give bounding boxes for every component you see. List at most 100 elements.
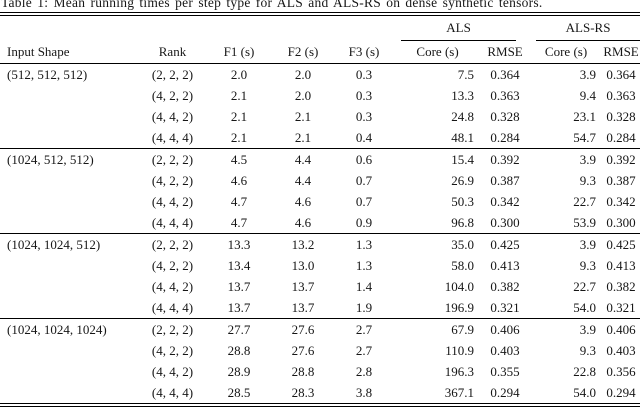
alsrs-core-cell: 3.9 [579,237,597,252]
als-rmse-cell: 0.294 [490,385,520,400]
alsrs-core-cell: 3.9 [579,67,597,82]
input-shape-cell: (1024, 512, 512) [7,152,94,167]
f2-cell: 2.0 [294,88,312,103]
f1-cell: 13.7 [227,300,251,315]
f2-cell: 2.1 [294,130,312,145]
als-rmse-cell: 0.413 [490,258,520,273]
table-row: (1024, 1024, 512) (2, 2, 2) 13.3 13.2 1.3 35.… [0,234,640,256]
f3-cell: 1.9 [355,300,373,315]
f3-cell: 0.3 [355,88,373,103]
table-row: (4, 4, 2) 28.9 28.8 2.8 196.3 0.355 22.8 0.356 [0,361,640,382]
f2-cell: 28.8 [291,364,315,379]
alsrs-rmse-cell: 0.328 [606,109,636,124]
rank-cell: (2, 2, 2) [151,67,194,82]
f2-cell: 4.4 [294,152,312,167]
tensor-block: (1024, 512, 512) (2, 2, 2) 4.5 4.4 0.6 15.4 0.… [0,148,640,234]
alsrs-rmse-cell: 0.403 [606,343,636,358]
als-core-cell: 35.0 [451,237,475,252]
alsrs-core-cell: 22.8 [573,364,597,379]
group-label-als-rs: ALS-RS [536,19,640,41]
f1-cell: 4.7 [230,194,248,209]
f3-cell: 1.4 [355,279,373,294]
f1-cell: 4.6 [230,173,248,188]
alsrs-core-cell: 22.7 [573,279,597,294]
f3-cell: 0.7 [355,194,373,209]
f3-cell: 1.3 [355,237,373,252]
als-rmse-cell: 0.403 [490,343,520,358]
input-shape-cell: (1024, 1024, 1024) [7,322,107,337]
alsrs-core-cell: 3.9 [579,322,597,337]
table-row: (4, 2, 2) 2.1 2.0 0.3 13.3 0.363 9.4 0.363 [0,85,640,106]
f2-cell: 2.0 [294,67,312,82]
table-row: (4, 2, 2) 13.4 13.0 1.3 58.0 0.413 9.3 0.413 [0,255,640,276]
alsrs-rmse-cell: 0.300 [606,215,636,230]
rank-cell: (4, 4, 4) [151,215,194,230]
alsrs-core-cell: 23.1 [573,109,597,124]
col-header-f3: F3 (s) [333,41,396,64]
f1-cell: 2.1 [230,130,248,145]
f2-cell: 28.3 [291,385,315,400]
alsrs-core-cell: 9.4 [579,88,597,103]
alsrs-core-cell: 54.0 [573,300,597,315]
col-header-rank: Rank [140,41,205,64]
group-header-als-rs: ALS-RS [530,16,640,41]
rank-cell: (4, 4, 2) [151,279,194,294]
f3-cell: 0.3 [355,109,373,124]
col-header-als-core: Core (s) [395,41,481,64]
f3-cell: 0.9 [355,215,373,230]
als-rmse-cell: 0.321 [490,300,520,315]
tensor-block: (512, 512, 512) (2, 2, 2) 2.0 2.0 0.3 7.5 0.36… [0,63,640,149]
table-row: (4, 4, 4) 13.7 13.7 1.9 196.9 0.321 54.0 0.321 [0,297,640,319]
als-rmse-cell: 0.392 [490,152,520,167]
f3-cell: 2.8 [355,364,373,379]
rank-cell: (4, 2, 2) [151,258,194,273]
als-core-cell: 13.3 [451,88,475,103]
column-header-row: Input Shape Rank F1 (s) F2 (s) F3 (s) Co… [0,41,640,64]
f2-cell: 27.6 [291,322,315,337]
f1-cell: 2.0 [230,67,248,82]
rank-cell: (4, 2, 2) [151,343,194,358]
als-core-cell: 24.8 [451,109,475,124]
f2-cell: 13.7 [291,300,315,315]
als-rmse-cell: 0.355 [490,364,520,379]
als-core-cell: 196.3 [444,364,475,379]
f1-cell: 28.9 [227,364,251,379]
alsrs-rmse-cell: 0.321 [606,300,636,315]
col-header-als-rmse: RMSE [480,41,531,64]
alsrs-rmse-cell: 0.406 [606,322,636,337]
als-core-cell: 110.9 [445,343,475,358]
col-header-f1: F1 (s) [205,41,273,64]
f1-cell: 13.3 [227,237,251,252]
als-rmse-cell: 0.406 [490,322,520,337]
col-header-alsrs-rmse: RMSE [602,41,640,64]
rank-cell: (4, 4, 2) [151,194,194,209]
f2-cell: 2.1 [294,109,312,124]
table-row: (4, 4, 2) 4.7 4.6 0.7 50.3 0.342 22.7 0.342 [0,191,640,212]
alsrs-core-cell: 54.0 [573,385,597,400]
als-core-cell: 196.9 [444,300,475,315]
f2-cell: 13.0 [291,258,315,273]
table-row: (512, 512, 512) (2, 2, 2) 2.0 2.0 0.3 7.5 0.36… [0,64,640,86]
alsrs-rmse-cell: 0.364 [606,67,636,82]
als-core-cell: 26.9 [451,173,475,188]
als-core-cell: 104.0 [444,279,475,294]
alsrs-rmse-cell: 0.382 [606,279,636,294]
als-rmse-cell: 0.425 [490,237,520,252]
f1-cell: 4.7 [230,215,248,230]
f2-cell: 13.2 [291,237,315,252]
input-shape-cell: (512, 512, 512) [7,67,88,82]
group-header-row: ALS ALS-RS [0,16,640,41]
f2-cell: 4.6 [294,215,312,230]
f2-cell: 4.4 [294,173,312,188]
als-rmse-cell: 0.387 [490,173,520,188]
alsrs-rmse-cell: 0.392 [606,152,636,167]
f3-cell: 0.4 [355,130,373,145]
f3-cell: 2.7 [355,322,373,337]
f3-cell: 1.3 [355,258,373,273]
f3-cell: 0.7 [355,173,373,188]
als-core-cell: 48.1 [451,130,475,145]
group-label-als: ALS [401,19,517,41]
alsrs-rmse-cell: 0.356 [606,364,636,379]
table-bottom-rule [0,403,640,407]
